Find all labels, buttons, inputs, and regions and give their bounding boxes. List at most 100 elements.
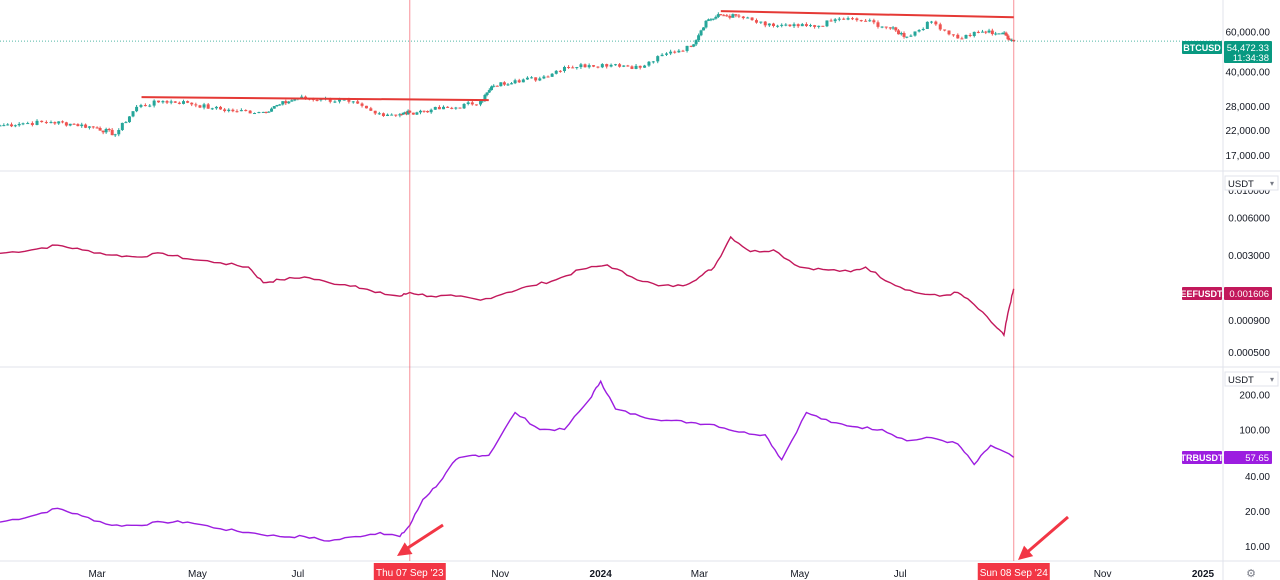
gear-icon[interactable]: ⚙	[1246, 568, 1256, 580]
btc-candle	[842, 18, 846, 20]
btc-candle	[746, 17, 750, 19]
btc-candle	[972, 31, 976, 36]
btc-candle	[829, 20, 833, 22]
btc-candle	[190, 102, 194, 105]
btc-candle	[148, 105, 152, 107]
btc-trendline	[141, 96, 489, 102]
x-tick-label: 2024	[590, 569, 613, 580]
unit-menu[interactable]: USDT ▾	[1224, 371, 1279, 387]
btc-candle	[921, 28, 925, 31]
btc-candle	[1006, 35, 1010, 40]
btc-candle	[681, 50, 685, 52]
trb-badge: TRBUSDT 57.65	[1181, 451, 1272, 464]
btc-candle	[510, 83, 514, 85]
btc-candle	[960, 38, 964, 40]
btc-candle	[264, 111, 268, 113]
btc-candle	[347, 99, 351, 102]
trb-last-value: 57.65	[1245, 453, 1269, 464]
btc-candle	[722, 15, 726, 17]
chevron-down-icon: ▾	[1270, 179, 1274, 188]
btc-candle	[951, 34, 955, 36]
btc-candle	[837, 18, 841, 20]
btc-candle	[381, 113, 385, 117]
btc-candle	[796, 24, 800, 27]
btc-candle	[272, 106, 276, 109]
btc-candle	[442, 106, 446, 110]
btc-candle	[135, 106, 139, 112]
btc-candle	[466, 102, 470, 104]
btc-candle	[502, 82, 506, 85]
btc-candle	[369, 108, 373, 111]
trb-y-tick-label: 10.00	[1245, 542, 1270, 553]
unit-menu-label: USDT	[1228, 375, 1254, 386]
reef-y-tick-label: 0.003000	[1228, 251, 1270, 262]
btc-candle	[219, 106, 223, 110]
unit-menu-box	[1224, 371, 1279, 387]
btc-candle	[72, 123, 76, 125]
reef-symbol-box	[1182, 287, 1222, 300]
btc-candle	[342, 99, 346, 101]
btc-candle	[450, 107, 454, 109]
btc-candle	[521, 79, 525, 83]
btc-candle	[210, 108, 214, 110]
reef-y-tick-label: 0.010000	[1228, 186, 1270, 197]
chevron-down-icon: ▾	[1270, 375, 1274, 384]
unit-menu[interactable]: USDT ▾	[1224, 175, 1279, 191]
btc-candle	[13, 125, 17, 127]
btc-candle	[458, 107, 462, 109]
btc-candle	[2, 125, 6, 127]
btc-candle	[987, 30, 991, 33]
btc-candle	[784, 24, 788, 26]
btc-candle	[223, 109, 227, 112]
reef-y-tick-label: 0.006000	[1228, 214, 1270, 225]
reef-last-value: 0.001606	[1229, 289, 1269, 300]
btc-candle	[17, 123, 21, 126]
btc-candle	[706, 19, 710, 21]
btc-candle	[699, 30, 703, 36]
reef-last-value-box	[1224, 287, 1272, 300]
btc-candle	[227, 109, 231, 112]
btc-candle	[351, 101, 355, 103]
arrow-shaft	[402, 523, 444, 553]
btc-candle	[579, 64, 583, 68]
btc-candle	[356, 101, 360, 104]
btc-candle	[275, 104, 279, 107]
btc-candle	[315, 99, 319, 101]
reef-y-tick-label: 0.000500	[1228, 348, 1270, 359]
btc-candle	[181, 101, 185, 104]
btc-candle	[406, 110, 410, 115]
btc-trendline	[720, 10, 1014, 19]
btc-candle	[64, 122, 68, 126]
btc-candle	[821, 25, 825, 27]
red-arrow-annotation	[1018, 515, 1069, 560]
reef-symbol-label: REEFUSDT.P	[1174, 289, 1230, 299]
btc-candle	[139, 105, 143, 107]
btc-y-tick-label: 22,000.00	[1226, 126, 1271, 137]
x-tick-label: Nov	[491, 569, 509, 580]
btc-candle	[750, 17, 754, 21]
btc-candle	[231, 109, 235, 112]
trb-symbol-label: TRBUSDT	[1181, 453, 1224, 463]
btc-candle	[763, 21, 767, 26]
btc-candle	[592, 65, 596, 67]
btc-candle	[771, 23, 775, 27]
x-tick-label: Jul	[894, 569, 907, 580]
x-tick-label: Nov	[1094, 569, 1112, 580]
x-tick-label: Jul	[291, 569, 304, 580]
btc-candle	[248, 110, 252, 114]
btc-candle	[300, 96, 304, 99]
unit-menu-label: USDT	[1228, 179, 1254, 190]
btc-candle	[546, 76, 550, 78]
unit-menu-box	[1224, 175, 1279, 191]
btc-candle	[110, 129, 114, 136]
marker-date-box	[977, 563, 1050, 580]
btc-candle	[737, 15, 741, 17]
btc-candle	[934, 21, 938, 25]
btc-candle	[643, 65, 647, 68]
btc-candle	[534, 77, 538, 81]
x-tick-label: Mar	[691, 569, 709, 580]
marker-date-label: Sun 08 Sep '24	[980, 568, 1049, 579]
btc-candle	[938, 24, 942, 30]
btc-candle	[880, 26, 884, 28]
marker-date-box	[373, 563, 446, 580]
